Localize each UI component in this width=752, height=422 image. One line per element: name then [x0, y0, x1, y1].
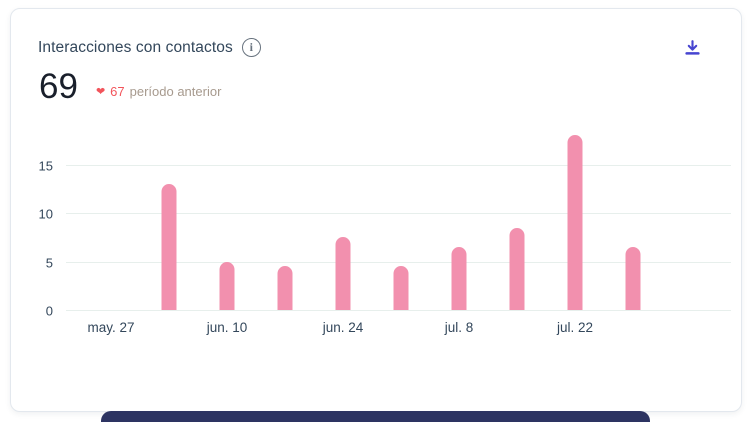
download-icon [684, 39, 701, 56]
x-axis-label: may. 27 [87, 320, 135, 335]
previous-period-label: período anterior [129, 83, 222, 99]
gridline-5 [66, 261, 731, 263]
x-axis-label: jul. 8 [444, 320, 474, 335]
y-axis-label: 0 [45, 303, 53, 319]
bar-5[interactable] [393, 266, 409, 310]
previous-period-value: 67 [110, 83, 125, 99]
bar-3[interactable] [277, 266, 293, 310]
x-axis-label: jul. 22 [556, 320, 594, 335]
info-icon[interactable]: i [241, 38, 261, 57]
bar-7[interactable] [509, 227, 525, 310]
chart-plot: 0 5 10 15 may. 27 jun. 10 jun. 24 jul. 8 jul. 22 [39, 117, 731, 335]
bar-2[interactable] [219, 261, 235, 310]
x-axis-label: jun. 24 [322, 320, 364, 335]
gridline-15 [66, 164, 731, 166]
download-button[interactable] [681, 36, 704, 59]
previous-period-comparison: ❤ 67 período anterior [96, 84, 221, 99]
stats-row: 69 ❤ 67 período anterior [39, 67, 221, 106]
bar-1[interactable] [161, 183, 177, 310]
next-card-peek [101, 411, 650, 422]
gridline-0 [66, 310, 731, 311]
bar-6[interactable] [451, 246, 467, 310]
bar-9[interactable] [625, 246, 641, 310]
bar-8[interactable] [567, 135, 583, 310]
card-header: Interacciones con contactos i [38, 36, 714, 59]
interactions-card: Interacciones con contactos i 69 ❤ 67 pe… [10, 8, 742, 412]
y-axis-label: 10 [38, 206, 53, 222]
total-value: 69 [39, 67, 78, 106]
y-axis-label: 15 [38, 158, 53, 173]
heart-icon: ❤ [95, 85, 106, 98]
y-axis-label: 5 [45, 255, 53, 270]
gridline-10 [66, 213, 731, 214]
bar-4[interactable] [335, 237, 351, 310]
card-title: Interacciones con contactos [38, 38, 233, 56]
x-axis-label: jun. 10 [206, 320, 248, 335]
